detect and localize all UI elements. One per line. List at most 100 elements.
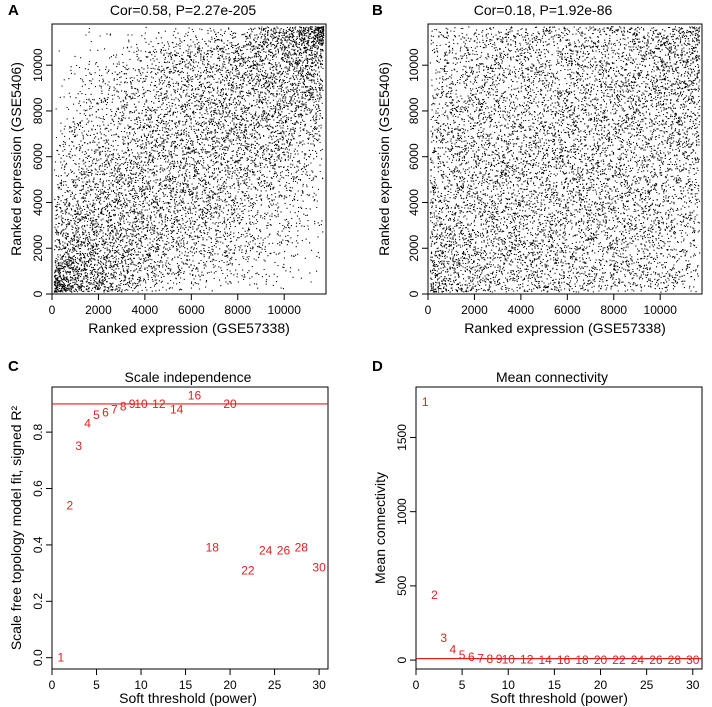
x-tick-label: 6000: [554, 303, 581, 317]
y-tick-label: 10000: [31, 48, 45, 82]
y-tick-label: 8000: [31, 97, 45, 124]
power-label-5: 5: [459, 648, 466, 662]
power-label-9: 9: [496, 652, 503, 666]
y-tick-label: 8000: [407, 97, 421, 124]
panel-a: A Cor=0.58, P=2.27e-205 0 2000 4000 6000 800…: [8, 2, 327, 336]
power-label-24: 24: [259, 544, 273, 558]
panel-b-y-label: Ranked expression (GSE5406): [376, 62, 392, 256]
panel-a-letter: A: [8, 2, 19, 19]
y-tick-label: 4000: [407, 189, 421, 216]
y-tick-label: 6000: [31, 143, 45, 170]
y-tick-label: 500: [395, 576, 409, 596]
panel-c-plot-frame: [51, 386, 329, 670]
power-label-5: 5: [93, 408, 100, 422]
panel-b-x-axis: 0 2000 4000 6000 8000 10000: [425, 293, 678, 317]
x-tick-label: 5: [459, 678, 466, 692]
power-label-7: 7: [477, 651, 484, 665]
x-tick-label: 2000: [461, 303, 488, 317]
x-tick-label: 20: [223, 678, 237, 692]
y-tick-label: 2000: [31, 235, 45, 262]
x-tick-label: 0: [425, 303, 432, 317]
x-tick-label: 0: [413, 678, 420, 692]
power-label-12: 12: [152, 397, 166, 411]
panel-c-letter: C: [8, 358, 19, 375]
power-label-26: 26: [277, 544, 291, 558]
y-tick-label: 2000: [407, 235, 421, 262]
x-tick-label: 25: [268, 678, 282, 692]
x-tick-label: 10: [134, 678, 148, 692]
x-tick-label: 30: [312, 678, 326, 692]
power-label-12: 12: [520, 653, 534, 667]
power-label-20: 20: [594, 653, 608, 667]
y-tick-label: 10000: [407, 48, 421, 82]
power-label-30: 30: [312, 560, 326, 574]
power-label-2: 2: [66, 498, 73, 512]
y-tick-label: 1000: [395, 498, 409, 525]
power-label-22: 22: [241, 563, 255, 577]
panel-c-y-label: Scale free topology model fit, signed R²: [8, 405, 24, 650]
x-tick-label: 25: [640, 678, 654, 692]
power-label-18: 18: [206, 541, 220, 555]
panel-c-y-axis: 0.0 0.2 0.4 0.6 0.8: [31, 423, 53, 666]
y-tick-label: 0: [395, 656, 409, 663]
panel-b-points: [429, 26, 701, 293]
scatter-points: [429, 26, 701, 293]
x-tick-label: 6000: [178, 303, 205, 317]
power-label-1: 1: [422, 395, 429, 409]
power-label-18: 18: [575, 653, 589, 667]
power-label-9: 9: [129, 397, 136, 411]
panel-d-title: Mean connectivity: [496, 369, 608, 385]
panel-b-y-axis: 0 2000 4000 6000 8000 10000: [407, 48, 429, 297]
y-tick-label: 0.4: [31, 536, 45, 553]
power-label-20: 20: [223, 397, 237, 411]
x-tick-label: 15: [179, 678, 193, 692]
y-tick-label: 0.8: [31, 423, 45, 440]
scatter-points: [53, 26, 325, 293]
power-label-8: 8: [120, 400, 127, 414]
x-tick-label: 10000: [644, 303, 678, 317]
x-tick-label: 2000: [85, 303, 112, 317]
panel-c-x-label: Soft threshold (power): [119, 690, 257, 706]
power-label-16: 16: [557, 653, 571, 667]
x-tick-label: 5: [93, 678, 100, 692]
panel-b-letter: B: [372, 2, 383, 19]
power-label-6: 6: [468, 650, 475, 664]
panel-b-x-label: Ranked expression (GSE57338): [464, 320, 666, 336]
power-label-4: 4: [450, 643, 457, 657]
panel-c-title: Scale independence: [125, 369, 252, 385]
y-tick-label: 0.6: [31, 480, 45, 497]
x-tick-label: 4000: [132, 303, 159, 317]
x-tick-label: 0: [49, 678, 56, 692]
power-label-26: 26: [649, 653, 663, 667]
power-label-28: 28: [668, 653, 682, 667]
y-tick-label: 0.2: [31, 593, 45, 610]
power-label-10: 10: [134, 397, 148, 411]
power-label-2: 2: [431, 588, 438, 602]
panel-a-x-axis: 0 2000 4000 6000 8000 10000: [49, 293, 301, 317]
power-label-28: 28: [295, 541, 309, 555]
panel-a-y-label: Ranked expression (GSE5406): [8, 62, 24, 256]
power-label-30: 30: [686, 653, 700, 667]
power-label-3: 3: [75, 439, 82, 453]
panel-d-plot-frame: [415, 386, 703, 670]
panel-d-letter: D: [372, 358, 383, 375]
panel-a-points: [53, 26, 325, 293]
power-label-22: 22: [612, 653, 626, 667]
power-label-6: 6: [102, 405, 109, 419]
x-tick-label: 0: [49, 303, 56, 317]
panel-a-x-label: Ranked expression (GSE57338): [88, 320, 290, 336]
panel-a-title: Cor=0.58, P=2.27e-205: [110, 2, 257, 18]
panel-d-x-axis: 0 5 10 15 20 25 30: [413, 668, 700, 692]
x-tick-label: 4000: [508, 303, 535, 317]
y-tick-label: 0: [407, 290, 421, 297]
y-tick-label: 0: [31, 290, 45, 297]
power-label-4: 4: [84, 417, 91, 431]
y-tick-label: 6000: [407, 143, 421, 170]
panel-b: B Cor=0.18, P=1.92e-86 0 2000 4000 6000 8000…: [372, 2, 703, 336]
power-label-1: 1: [58, 651, 65, 665]
power-label-10: 10: [502, 652, 516, 666]
